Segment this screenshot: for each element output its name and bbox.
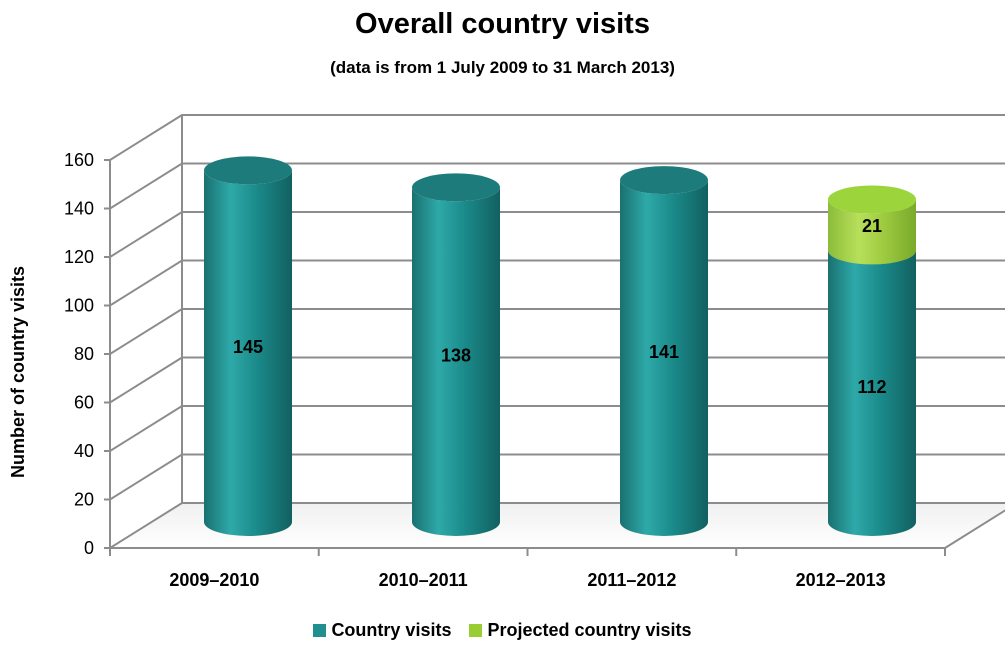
legend-swatch-projected-country-visits: [469, 624, 483, 637]
floor-right-edge: [944, 509, 1005, 549]
axes: [104, 115, 1005, 556]
gridline: [109, 114, 1005, 161]
chart-title: Overall country visits: [355, 8, 650, 40]
legend-label-projected-country-visits: Projected country visits: [487, 620, 692, 640]
bar-top: [620, 166, 708, 195]
bar: 112: [828, 236, 916, 536]
data-label: 141: [649, 342, 679, 362]
data-label: 145: [233, 337, 263, 357]
x-tick-label: 2009–2010: [169, 570, 259, 590]
bar-body: [828, 199, 916, 265]
legend: Country visits Projected country visits: [0, 620, 1005, 641]
bar: 138: [412, 173, 500, 536]
chart-subtitle: (data is from 1 July 2009 to 31 March 20…: [330, 58, 675, 77]
y-tick-label: 120: [64, 247, 94, 267]
bar-top: [828, 185, 916, 214]
bar-body: [412, 187, 500, 536]
bar-top: [204, 156, 292, 185]
legend-swatch-country-visits: [313, 624, 327, 637]
legend-item-country-visits: Country visits: [313, 620, 451, 641]
x-tick-label: 2010–2011: [379, 570, 468, 590]
x-tick-label: 2011–2012: [587, 570, 676, 590]
bars: 145 138 141 112 21: [204, 156, 916, 536]
bar-top: [412, 173, 500, 202]
legend-item-projected-country-visits: Projected country visits: [469, 620, 692, 641]
plot-floor: [110, 503, 1005, 548]
y-tick-label: 140: [64, 199, 94, 219]
bar: 21: [828, 185, 916, 265]
bar: 141: [620, 166, 708, 536]
x-tick-labels: 2009–2010 2010–2011 2011–2012 2012–2013: [169, 570, 885, 590]
y-tick-label: 160: [64, 150, 94, 170]
y-tick-labels: 0 20 40 60 80 100 120 140 160: [64, 150, 94, 558]
bar-body: [204, 170, 292, 536]
y-tick-label: 0: [84, 538, 94, 558]
data-label: 112: [857, 377, 886, 397]
y-tick-label: 20: [74, 490, 94, 510]
data-label: 138: [441, 346, 471, 366]
bar: 145: [204, 156, 292, 536]
y-tick-label: 80: [74, 344, 94, 364]
data-label: 21: [862, 216, 882, 236]
y-tick-label: 60: [74, 393, 94, 413]
bar-body: [828, 250, 916, 536]
y-axis-label: Number of country visits: [8, 266, 28, 478]
y-tick-label: 40: [74, 441, 94, 461]
y-tick-label: 100: [64, 296, 94, 316]
x-tick-label: 2012–2013: [796, 570, 886, 590]
bar-body: [620, 180, 708, 536]
chart-area: 145 138 141 112 21 0 20 40 60 80 100 120 140 160 200…: [8, 114, 1005, 590]
legend-label-country-visits: Country visits: [331, 620, 452, 640]
